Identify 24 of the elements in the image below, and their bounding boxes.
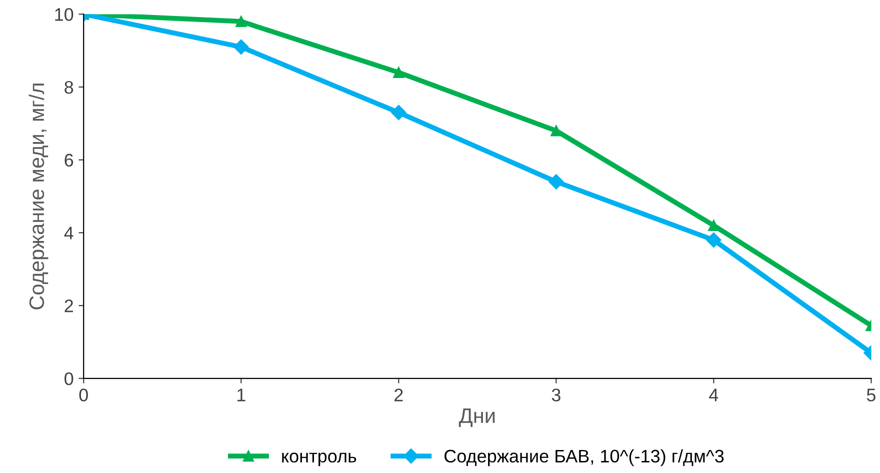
x-tick-label: 4 <box>709 388 718 402</box>
y-tick-label: 4 <box>64 226 74 240</box>
x-tick-label: 2 <box>394 388 403 402</box>
y-tick-label: 2 <box>64 299 73 312</box>
x-axis-title: Дни <box>458 408 495 427</box>
y-tick-label: 10 <box>55 8 74 21</box>
point <box>391 104 406 120</box>
x-tick-label: 3 <box>552 388 560 402</box>
y-tick-label: 0 <box>64 372 74 386</box>
y-tick-label: 6 <box>64 154 74 167</box>
legend-label: контроль <box>282 452 356 466</box>
y-axis-title: Содержание меди, мг/л <box>28 84 48 310</box>
legend-label: Содержание БАВ, 10^(-13) г/дм^3 <box>444 449 724 466</box>
x-tick-label: 1 <box>237 388 246 402</box>
point <box>708 220 720 231</box>
point <box>548 174 564 190</box>
x-tick-label: 0 <box>79 388 88 402</box>
point <box>550 125 562 136</box>
point <box>393 66 404 78</box>
point <box>234 39 249 55</box>
point <box>706 232 722 248</box>
x-tick-label: 5 <box>866 388 876 402</box>
y-tick-label: 8 <box>64 80 74 94</box>
point <box>236 16 247 28</box>
